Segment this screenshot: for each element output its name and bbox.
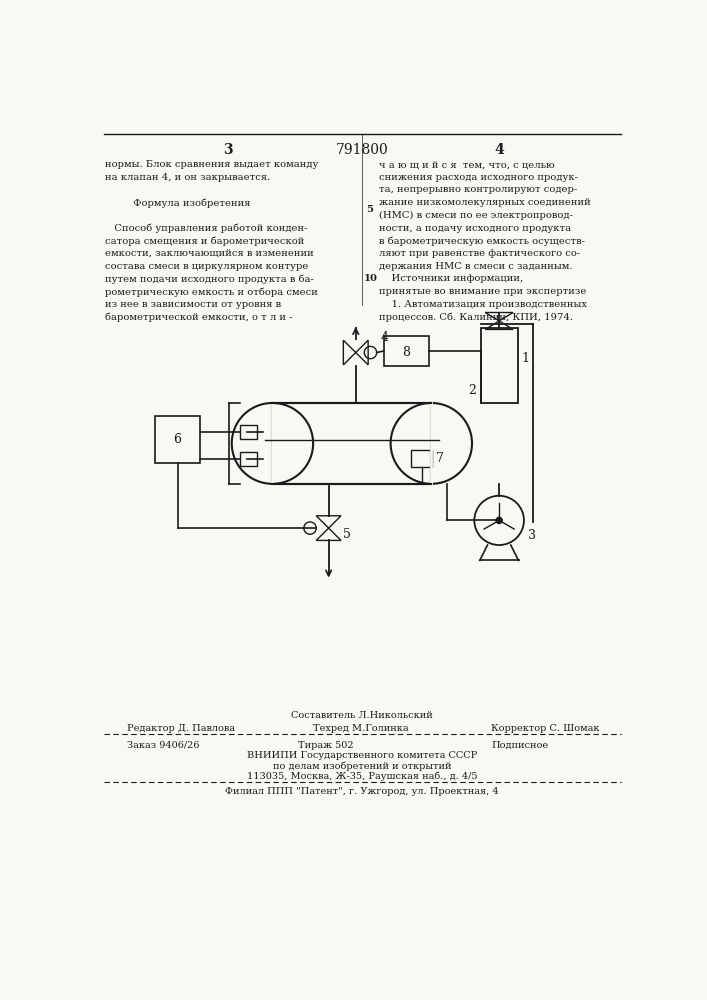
Bar bbox=[240, 452, 257, 466]
Text: 8: 8 bbox=[402, 346, 410, 359]
Text: Заказ 9406/26: Заказ 9406/26 bbox=[127, 741, 199, 750]
Text: 3: 3 bbox=[223, 143, 233, 157]
Text: Техред М.Голинка: Техред М.Голинка bbox=[313, 724, 409, 733]
Text: ВНИИПИ Государственного комитета СССР: ВНИИПИ Государственного комитета СССР bbox=[247, 751, 477, 760]
Bar bbox=[384, 336, 428, 366]
Text: 4: 4 bbox=[494, 143, 504, 157]
Text: сатора смещения и барометрической: сатора смещения и барометрической bbox=[105, 236, 305, 246]
Bar bbox=[240, 425, 257, 439]
Circle shape bbox=[496, 517, 502, 523]
Text: в барометрическую емкость осуществ-: в барометрическую емкость осуществ- bbox=[379, 236, 585, 246]
Text: Способ управления работой конден-: Способ управления работой конден- bbox=[105, 224, 308, 233]
Bar bbox=[481, 328, 518, 403]
Text: (НМС) в смеси по ее электропровод-: (НМС) в смеси по ее электропровод- bbox=[379, 211, 573, 220]
Text: 113035, Москва, Ж-35, Раушская наб., д. 4/5: 113035, Москва, Ж-35, Раушская наб., д. … bbox=[247, 771, 477, 781]
Text: нормы. Блок сравнения выдает команду: нормы. Блок сравнения выдает команду bbox=[105, 160, 319, 169]
Text: по делам изобретений и открытий: по делам изобретений и открытий bbox=[273, 761, 451, 771]
Text: емкости, заключающийся в изменении: емкости, заключающийся в изменении bbox=[105, 249, 314, 258]
Text: 5: 5 bbox=[344, 528, 351, 541]
Text: на клапан 4, и он закрывается.: на клапан 4, и он закрывается. bbox=[105, 173, 271, 182]
Text: ляют при равенстве фактического со-: ляют при равенстве фактического со- bbox=[379, 249, 580, 258]
Text: 2: 2 bbox=[468, 384, 476, 397]
Bar bbox=[155, 416, 200, 463]
Text: держания НМС в смеси с заданным.: держания НМС в смеси с заданным. bbox=[379, 262, 573, 271]
Text: Редактор Д. Павлова: Редактор Д. Павлова bbox=[127, 724, 235, 733]
Text: 3: 3 bbox=[528, 529, 536, 542]
Text: Источники информации,: Источники информации, bbox=[379, 274, 523, 283]
Text: путем подачи исходного продукта в ба-: путем подачи исходного продукта в ба- bbox=[105, 274, 315, 284]
Text: 4: 4 bbox=[380, 331, 389, 344]
Text: 791800: 791800 bbox=[336, 143, 388, 157]
Text: Филиал ППП "Патент", г. Ужгород, ул. Проектная, 4: Филиал ППП "Патент", г. Ужгород, ул. Про… bbox=[225, 787, 498, 796]
Text: 7: 7 bbox=[436, 452, 443, 465]
Text: та, непрерывно контролируют содер-: та, непрерывно контролируют содер- bbox=[379, 185, 577, 194]
Text: 1: 1 bbox=[522, 352, 530, 365]
Text: состава смеси в циркулярном контуре: состава смеси в циркулярном контуре bbox=[105, 262, 309, 271]
Text: Тираж 502: Тираж 502 bbox=[298, 741, 354, 750]
Text: Составитель Л.Никольский: Составитель Л.Никольский bbox=[291, 711, 433, 720]
Text: 1. Автоматизация производственных: 1. Автоматизация производственных bbox=[379, 300, 587, 309]
Text: ч а ю щ и й с я  тем, что, с целью: ч а ю щ и й с я тем, что, с целью bbox=[379, 160, 555, 169]
Bar bbox=[272, 403, 431, 484]
Text: барометрической емкости, о т л и -: барометрической емкости, о т л и - bbox=[105, 312, 293, 322]
Text: Формула изобретения: Формула изобретения bbox=[105, 198, 251, 208]
Text: рометрическую емкость и отбора смеси: рометрическую емкость и отбора смеси bbox=[105, 287, 318, 297]
Text: принятые во внимание при экспертизе: принятые во внимание при экспертизе bbox=[379, 287, 586, 296]
Text: жание низкомолекулярных соединений: жание низкомолекулярных соединений bbox=[379, 198, 591, 207]
Text: ности, а подачу исходного продукта: ности, а подачу исходного продукта bbox=[379, 224, 571, 233]
Text: процессов. Сб. Калинин, КПИ, 1974.: процессов. Сб. Калинин, КПИ, 1974. bbox=[379, 312, 573, 322]
Text: 10: 10 bbox=[363, 274, 378, 283]
Text: из нее в зависимости от уровня в: из нее в зависимости от уровня в bbox=[105, 300, 281, 309]
Text: Корректор С. Шомак: Корректор С. Шомак bbox=[491, 724, 600, 733]
Text: снижения расхода исходного продук-: снижения расхода исходного продук- bbox=[379, 173, 578, 182]
Bar bbox=[411, 450, 433, 467]
Text: 6: 6 bbox=[173, 433, 182, 446]
Text: 5: 5 bbox=[366, 205, 373, 214]
Text: Подписное: Подписное bbox=[491, 741, 549, 750]
